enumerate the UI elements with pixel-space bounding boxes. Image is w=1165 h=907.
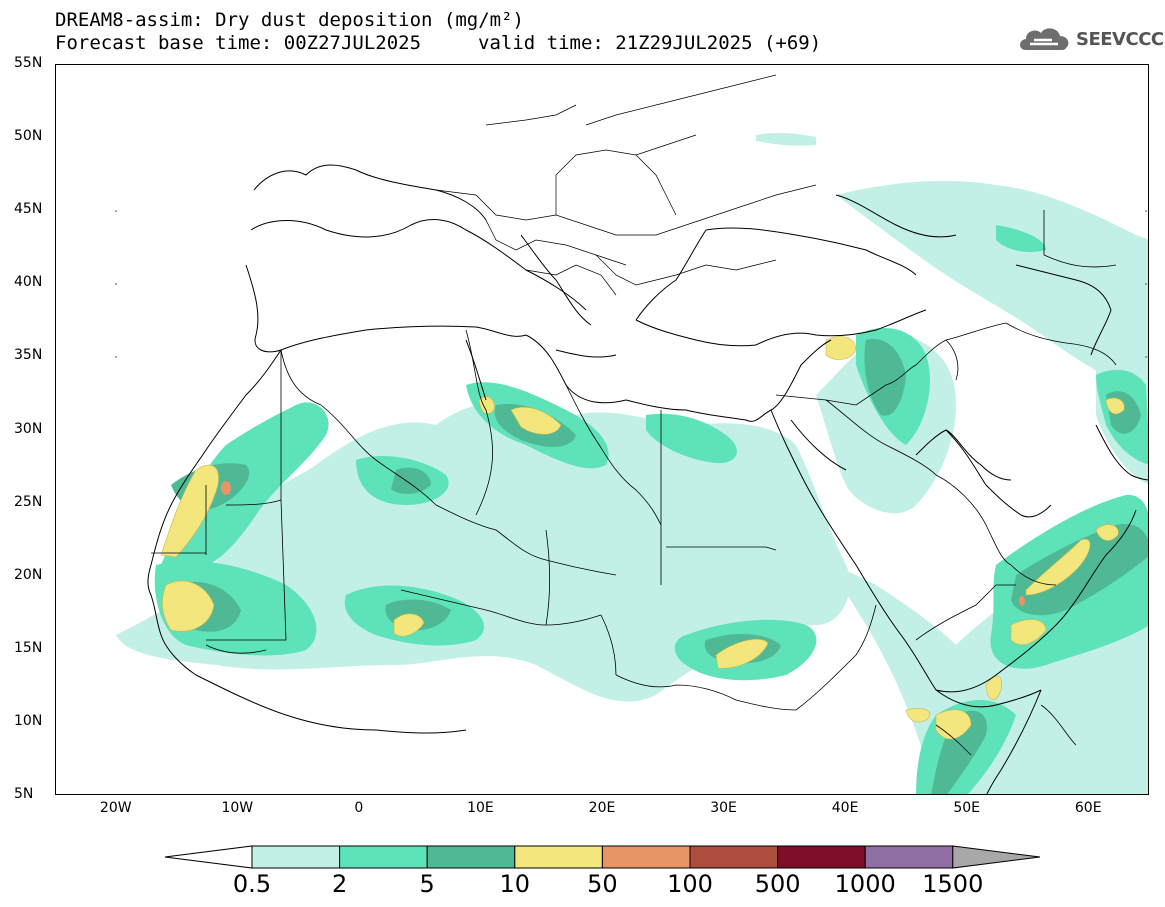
colorbar-cell [952, 845, 1041, 869]
seevccc-logo: SEEVCCC [1018, 24, 1164, 54]
lon-tick-label: 0 [354, 800, 364, 816]
lon-tick-label: 30E [710, 800, 737, 816]
lat-tick-label: 25N [14, 493, 43, 510]
colorbar-label: 2 [331, 870, 348, 898]
valid-time: valid time: 21Z29JUL2025 (+69) [478, 32, 822, 54]
dust-layer-10-50 [160, 336, 1125, 740]
map-canvas [115, 74, 1148, 794]
lat-tick-label: 20N [14, 566, 43, 583]
cloud-icon [1020, 28, 1069, 50]
colorbar-cell [777, 845, 866, 869]
lon-tick-label: 20W [99, 800, 132, 816]
colorbar-label: 10 [499, 870, 531, 898]
lat-tick-label: 10N [14, 712, 43, 729]
colorbar-cell [426, 845, 516, 869]
colorbar-label: 1000 [834, 870, 896, 898]
colorbar-cell [339, 845, 428, 869]
grid-dots [115, 210, 1147, 358]
lon-tick-label: 20E [588, 800, 616, 816]
map-title: DREAM8-assim: Dry dust deposition (mg/m²… [55, 9, 524, 31]
country-borders [151, 210, 1117, 756]
colorbar-cell [689, 845, 779, 869]
colorbar-label: 500 [754, 870, 801, 898]
colorbar [164, 845, 1041, 869]
colorbar-label: 50 [587, 870, 618, 898]
colorbar-under-triangle [164, 845, 253, 869]
lon-tick-label: 10W [221, 800, 254, 816]
lat-tick-label: 45N [14, 201, 43, 218]
colorbar-label: 5 [419, 870, 435, 898]
lat-tick-label: 5N [14, 786, 34, 802]
dust-layer-50-100 [221, 481, 1025, 606]
forecast-base-time: Forecast base time: 00Z27JUL2025 [55, 32, 422, 54]
lon-tick-label: 60E [1074, 800, 1102, 816]
logo-text: SEEVCCC [1076, 28, 1164, 50]
colorbar-cell [864, 845, 954, 869]
lat-tick-label: 55N [14, 55, 43, 71]
lat-tick-label: 40N [14, 274, 43, 291]
lat-tick-label: 30N [14, 420, 43, 437]
coastlines [147, 164, 1148, 794]
colorbar-cell [251, 845, 341, 869]
lon-tick-label: 40E [831, 800, 859, 816]
lon-tick-label: 50E [953, 800, 980, 816]
colorbar-label: 1500 [922, 870, 984, 898]
colorbar-cell [601, 845, 691, 869]
european-borders [435, 74, 817, 296]
lat-tick-label: 50N [14, 128, 43, 145]
lat-tick-label: 15N [14, 639, 43, 656]
colorbar-cell [514, 845, 603, 869]
colorbar-label: 0.5 [232, 870, 272, 898]
map-frame [55, 64, 1149, 795]
colorbar-label: 100 [667, 870, 713, 898]
lon-tick-label: 10E [467, 800, 494, 816]
lat-tick-label: 35N [14, 347, 43, 364]
